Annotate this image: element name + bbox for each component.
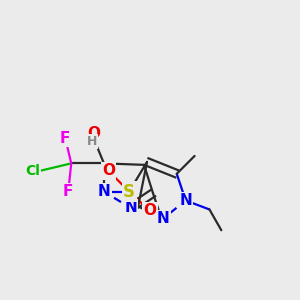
Text: S: S xyxy=(123,183,135,201)
Text: F: F xyxy=(60,130,70,146)
Text: N: N xyxy=(124,200,137,215)
Text: O: O xyxy=(102,163,115,178)
Text: O: O xyxy=(87,126,100,141)
Text: N: N xyxy=(179,193,192,208)
Text: N: N xyxy=(98,184,110,199)
Text: F: F xyxy=(63,184,74,199)
Text: H: H xyxy=(87,135,97,148)
Text: O: O xyxy=(143,203,157,218)
Text: N: N xyxy=(157,211,170,226)
Text: Cl: Cl xyxy=(25,164,40,178)
